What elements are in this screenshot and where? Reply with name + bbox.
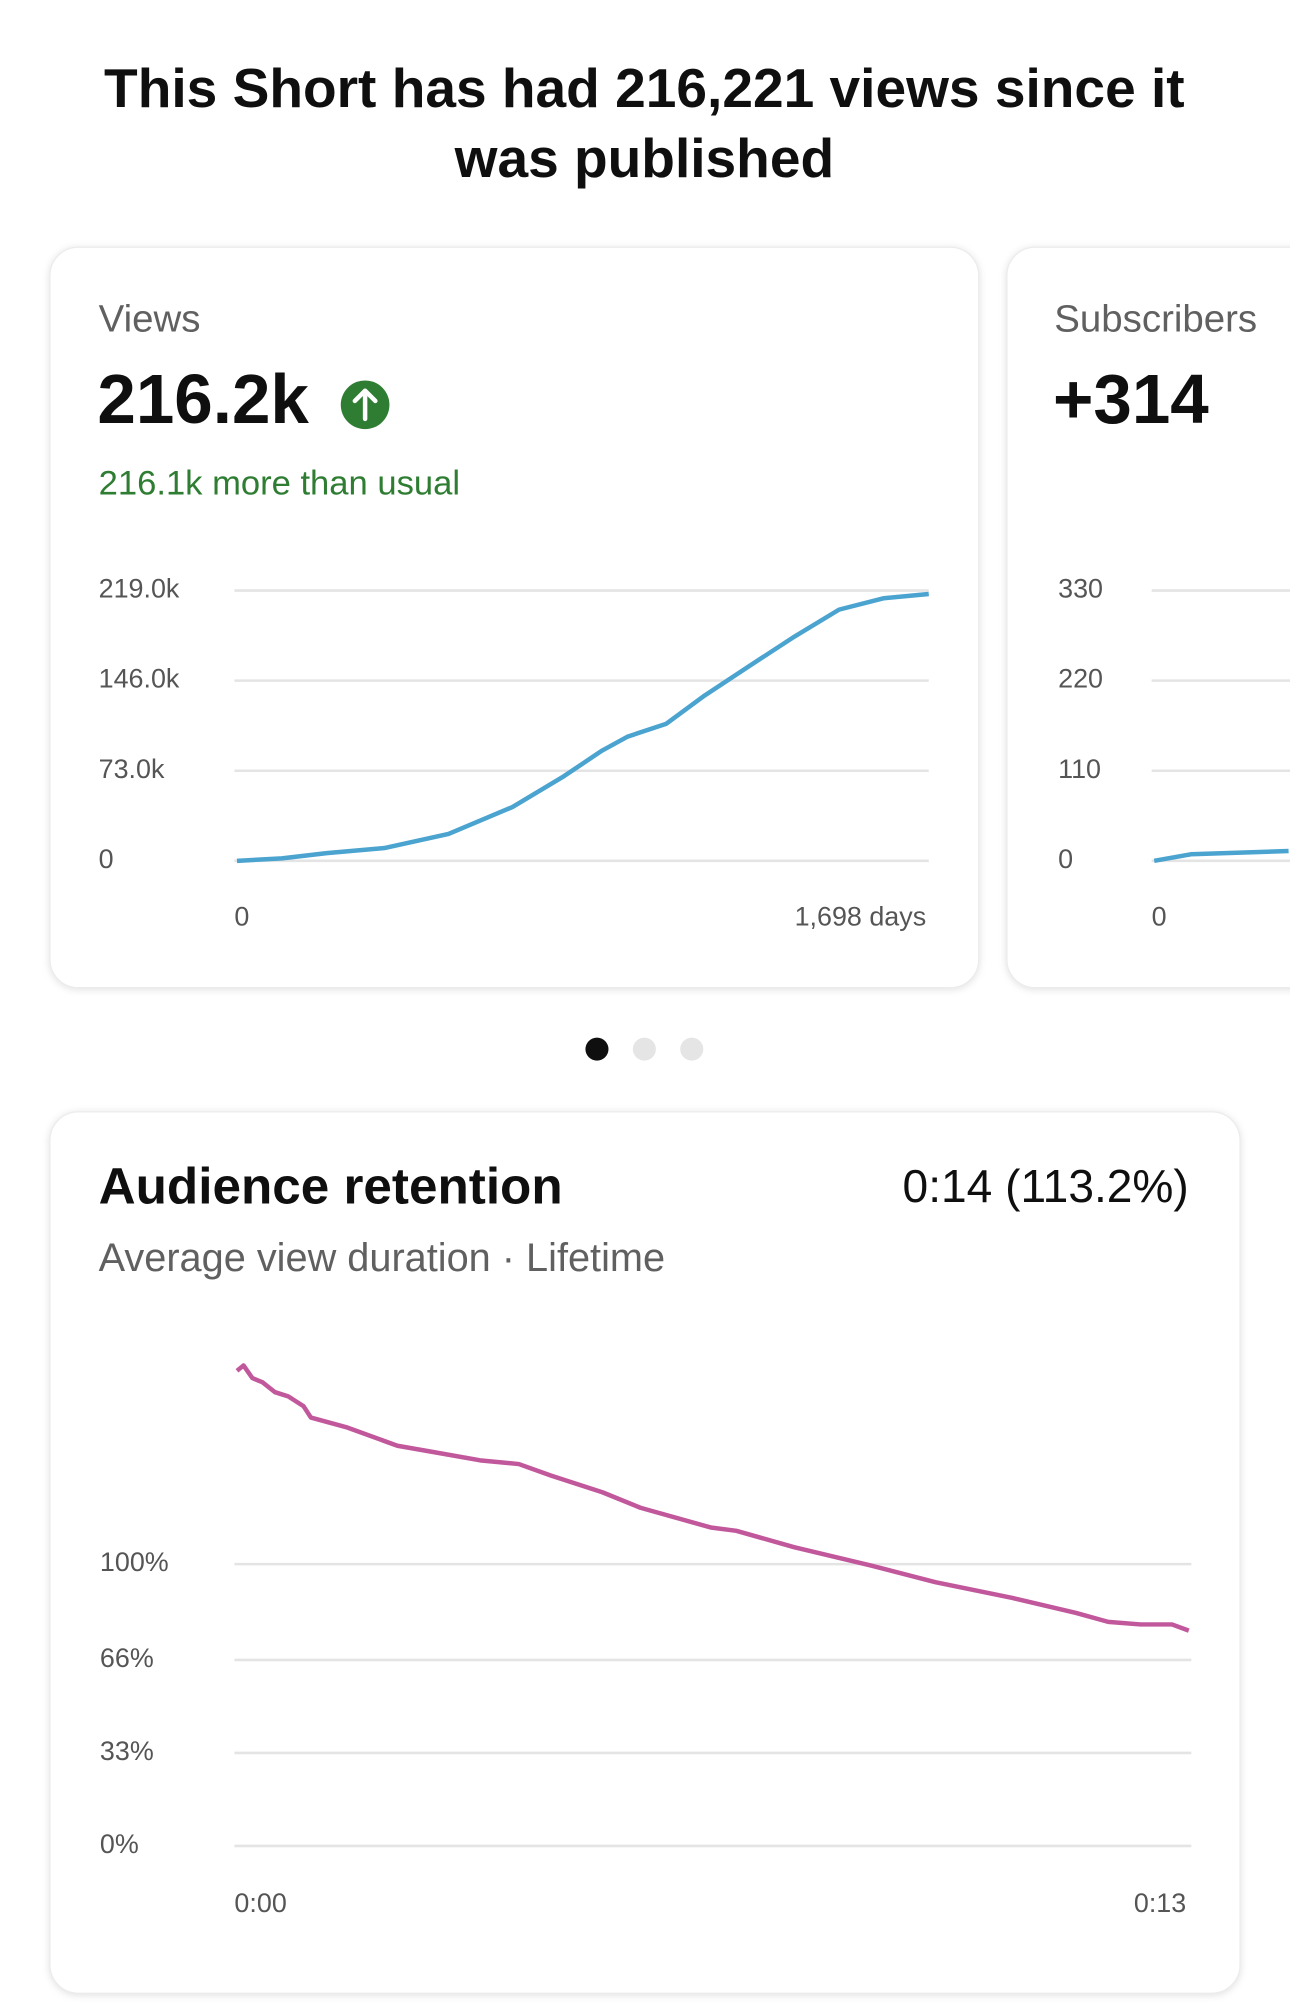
y-tick-label: 219.0k <box>99 574 180 604</box>
y-tick-label: 220 <box>1058 664 1103 694</box>
card-value: +314 <box>1053 360 1209 438</box>
page-title: This Short has had 216,221 views since i… <box>104 57 1185 119</box>
y-tick-label: 146.0k <box>99 664 180 694</box>
y-tick-label: 0 <box>99 844 114 874</box>
card-label: Views <box>99 298 201 341</box>
x-tick-label: 0:13 <box>1134 1888 1186 1918</box>
card-label: Subscribers <box>1054 298 1257 341</box>
data-line <box>236 591 929 864</box>
x-tick-label: 0 <box>1152 902 1167 932</box>
page-dot[interactable] <box>632 1037 656 1061</box>
page-dot[interactable] <box>585 1037 609 1061</box>
subtitle: Average view duration · Lifetime <box>99 1236 665 1280</box>
retention-card[interactable] <box>49 1111 1241 1994</box>
y-tick-label: 0% <box>100 1829 139 1859</box>
y-tick-label: 73.0k <box>99 754 165 784</box>
up-arrow <box>352 388 378 422</box>
card-title: Audience retention <box>99 1158 563 1215</box>
y-tick-label: 0 <box>1058 844 1073 874</box>
subscribers-card[interactable] <box>1006 246 1290 989</box>
y-tick-label: 66% <box>100 1643 154 1673</box>
y-tick-label: 330 <box>1058 574 1103 604</box>
page-title: was published <box>454 127 834 189</box>
data-line <box>235 1363 1190 1633</box>
x-tick-label: 0:00 <box>234 1888 286 1918</box>
page-dot[interactable] <box>680 1037 704 1061</box>
y-tick-label: 100% <box>100 1547 169 1577</box>
comparison: 216.1k more than usual <box>99 465 460 503</box>
y-tick-label: 33% <box>100 1736 154 1766</box>
y-tick-label: 110 <box>1058 754 1101 784</box>
data-line <box>1153 848 1289 864</box>
x-tick-label: 1,698 days <box>795 902 927 932</box>
card-value: 216.2k <box>97 360 309 438</box>
x-tick-label: 0 <box>234 902 249 932</box>
views-card[interactable] <box>49 246 980 989</box>
summary: 0:14 (113.2%) <box>903 1160 1189 1212</box>
